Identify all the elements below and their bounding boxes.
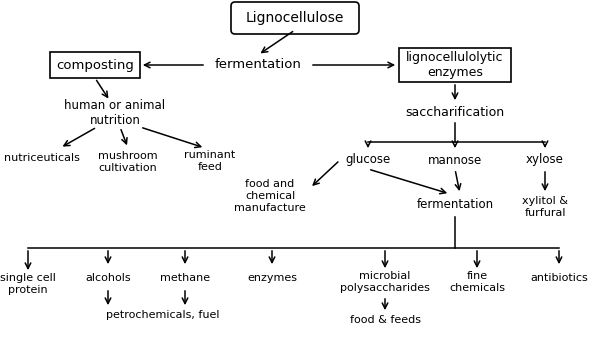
Text: glucose: glucose bbox=[346, 153, 391, 166]
Text: antibiotics: antibiotics bbox=[530, 273, 588, 283]
Text: food and
chemical
manufacture: food and chemical manufacture bbox=[234, 180, 306, 213]
FancyBboxPatch shape bbox=[399, 48, 511, 82]
Text: alcohols: alcohols bbox=[85, 273, 131, 283]
Text: ruminant
feed: ruminant feed bbox=[184, 150, 236, 172]
Text: xylose: xylose bbox=[526, 153, 564, 166]
Text: human or animal
nutrition: human or animal nutrition bbox=[64, 99, 166, 127]
Text: nutriceuticals: nutriceuticals bbox=[4, 153, 80, 163]
Text: petrochemicals, fuel: petrochemicals, fuel bbox=[106, 310, 220, 320]
Text: single cell
protein: single cell protein bbox=[0, 273, 56, 295]
Text: Lignocellulose: Lignocellulose bbox=[246, 11, 344, 25]
Text: xylitol &
furfural: xylitol & furfural bbox=[522, 196, 568, 218]
Text: composting: composting bbox=[56, 58, 134, 72]
Text: food & feeds: food & feeds bbox=[349, 315, 421, 325]
Text: microbial
polysaccharides: microbial polysaccharides bbox=[340, 271, 430, 293]
Text: mushroom
cultivation: mushroom cultivation bbox=[98, 151, 158, 173]
Text: fermentation: fermentation bbox=[215, 58, 301, 72]
Text: enzymes: enzymes bbox=[247, 273, 297, 283]
Text: methane: methane bbox=[160, 273, 210, 283]
Text: saccharification: saccharification bbox=[406, 107, 505, 119]
FancyBboxPatch shape bbox=[231, 2, 359, 34]
Text: mannose: mannose bbox=[428, 153, 482, 166]
Text: lignocellulolytic
enzymes: lignocellulolytic enzymes bbox=[406, 51, 504, 79]
Text: fine
chemicals: fine chemicals bbox=[449, 271, 505, 293]
FancyBboxPatch shape bbox=[50, 52, 140, 78]
Text: fermentation: fermentation bbox=[416, 197, 494, 211]
